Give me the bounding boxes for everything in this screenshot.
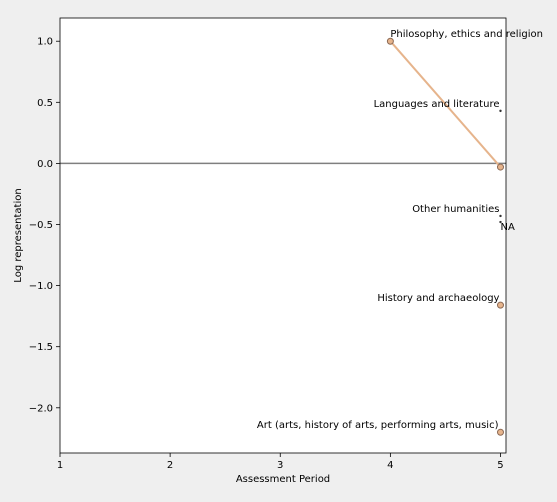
data-point-art-arts-history-of-arts-performing-arts-music [496,428,504,436]
x-tick-label: 3 [277,460,283,471]
x-tick-label: 2 [167,460,173,471]
y-tick-label: −2.0 [29,403,53,414]
data-label-na: NA [500,222,514,233]
x-tick-label: 5 [497,460,503,471]
plot-frame [59,17,507,454]
y-tick-label: −1.5 [29,342,53,353]
series-line-philosophy-ethics-and-religion [389,40,502,168]
x-tick-label: 1 [57,460,63,471]
y-tick-label: −1.0 [29,281,53,292]
data-label-art-arts-history-of-arts-performing-arts-music: Art (arts, history of arts, performing a… [257,420,499,431]
data-label-history-and-archaeology: History and archaeology [377,293,499,304]
y-tick-label: 0.5 [37,98,53,109]
data-label-philosophy-ethics-and-religion: Philosophy, ethics and religion [390,29,543,40]
y-axis-label: Log representation [13,188,24,282]
y-tick-label: 1.0 [37,37,53,48]
data-point-languages-and-literature [499,109,502,113]
data-label-other-humanities: Other humanities [412,204,499,215]
data-point-other-humanities [499,214,502,218]
plot-area [60,18,506,453]
x-axis-label: Assessment Period [236,474,330,485]
data-point-na [499,220,502,224]
data-point-philosophy-ethics-and-religion [496,163,504,171]
y-tick-label: −0.5 [29,220,53,231]
x-tick-label: 4 [387,460,393,471]
y-tick-label: 0.0 [37,159,53,170]
data-label-languages-and-literature: Languages and literature [374,99,500,110]
data-point-history-and-archaeology [496,301,504,309]
data-point-philosophy-ethics-and-religion [386,37,394,45]
